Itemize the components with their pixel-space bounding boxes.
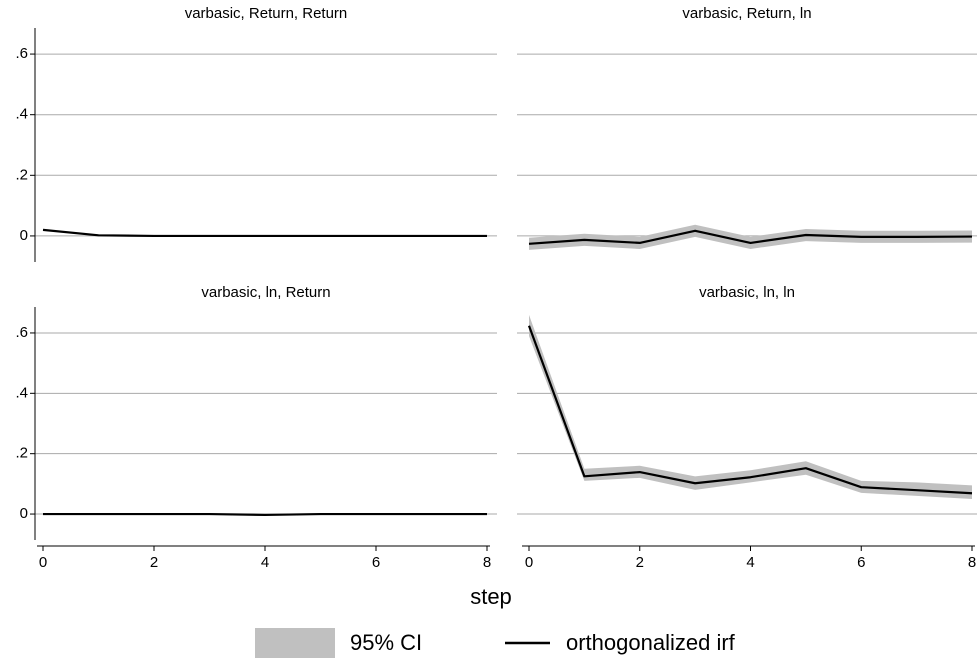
y-tick-label: .6 bbox=[15, 45, 28, 62]
x-tick-label: 0 bbox=[39, 554, 47, 571]
irf-line bbox=[528, 229, 973, 245]
panel-title: varbasic, ln, Return bbox=[201, 284, 330, 301]
x-tick-label: 6 bbox=[857, 554, 865, 571]
y-tick-label: .2 bbox=[15, 166, 28, 183]
y-tick-label: 0 bbox=[20, 505, 28, 522]
x-tick-label: 4 bbox=[261, 554, 269, 571]
x-tick-label: 8 bbox=[968, 554, 976, 571]
y-tick-label: .2 bbox=[15, 445, 28, 462]
x-axis-title: step bbox=[470, 584, 512, 609]
x-tick-label: 0 bbox=[525, 554, 533, 571]
irf-line bbox=[527, 325, 973, 495]
y-tick-label: .6 bbox=[15, 324, 28, 341]
x-tick-label: 4 bbox=[746, 554, 754, 571]
x-tick-label: 6 bbox=[372, 554, 380, 571]
legend-swatch-ci bbox=[255, 628, 335, 658]
legend-label: orthogonalized irf bbox=[566, 630, 736, 655]
panel-title: varbasic, Return, Return bbox=[185, 5, 348, 22]
y-tick-label: .4 bbox=[15, 384, 28, 401]
legend-label: 95% CI bbox=[350, 630, 422, 655]
x-tick-label: 2 bbox=[150, 554, 158, 571]
panel-title: varbasic, Return, ln bbox=[682, 5, 811, 22]
irf-line bbox=[43, 512, 487, 517]
y-tick-label: 0 bbox=[20, 227, 28, 244]
y-tick-label: .4 bbox=[15, 106, 28, 123]
ci-band bbox=[529, 314, 972, 499]
irf-line bbox=[42, 228, 487, 238]
panel-title: varbasic, ln, ln bbox=[699, 284, 795, 301]
x-tick-label: 2 bbox=[636, 554, 644, 571]
x-tick-label: 8 bbox=[483, 554, 491, 571]
